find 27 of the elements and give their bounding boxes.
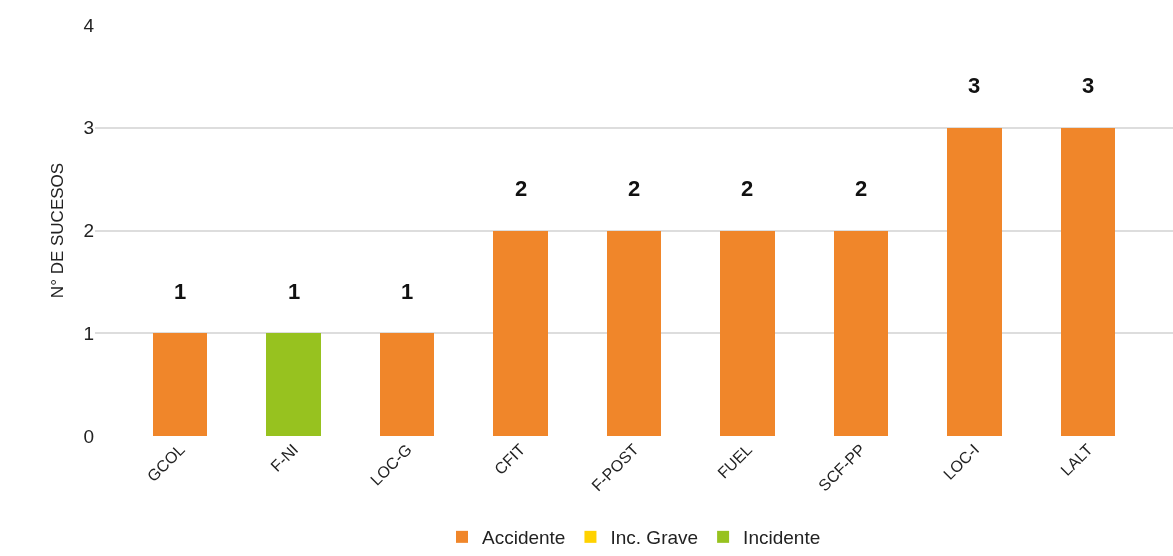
bar (152, 333, 208, 436)
y-tick-label: 4 (83, 14, 95, 36)
total-label: 1 (401, 279, 414, 304)
total-label: 3 (1082, 73, 1095, 98)
bar (606, 230, 662, 436)
total-label: 2 (515, 176, 528, 201)
bar (493, 230, 548, 436)
total-label: 2 (741, 176, 754, 201)
y-tick-label: 3 (83, 117, 94, 139)
total-label: 3 (968, 73, 981, 98)
bar (379, 333, 435, 436)
bar (266, 333, 321, 436)
total-label: 2 (628, 176, 641, 201)
total-label: 1 (174, 279, 187, 304)
legend-label: Incidente (743, 527, 821, 549)
total-label: 1 (288, 279, 301, 304)
bar (947, 127, 1002, 436)
legend-label: Inc. Grave (610, 527, 699, 549)
bar (833, 230, 889, 436)
y-tick-label: 2 (83, 220, 94, 242)
bar (720, 230, 775, 436)
bar (1060, 127, 1116, 436)
y-tick-label: 0 (83, 425, 94, 447)
total-label: 2 (855, 176, 868, 201)
legend-label: Accidente (482, 527, 566, 549)
y-axis-title: N° DE SUCESOS (47, 162, 67, 299)
y-tick-label: 1 (83, 322, 94, 344)
